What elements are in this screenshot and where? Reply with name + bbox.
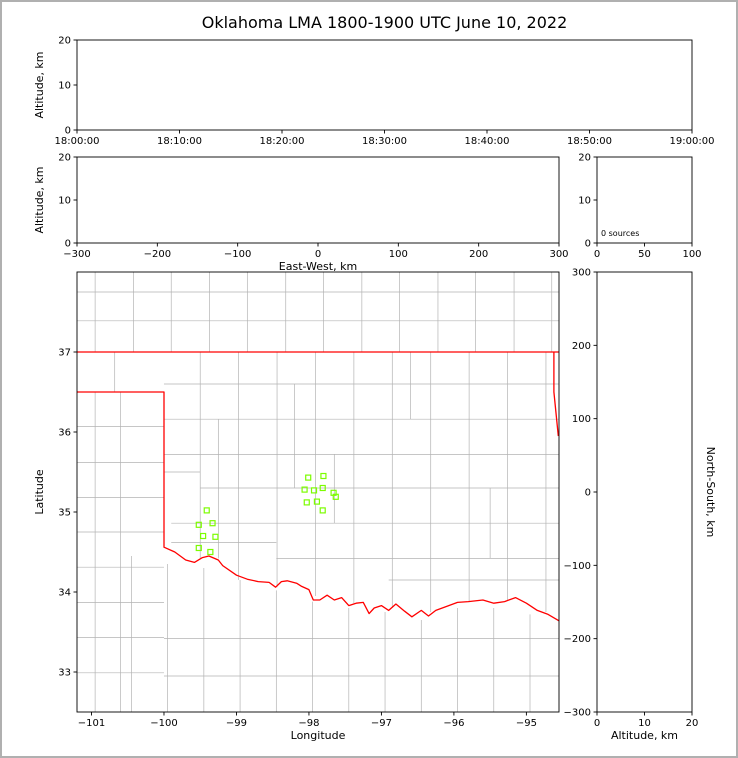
- y-tick-label: 200: [572, 341, 591, 352]
- x-tick-label: 0: [594, 249, 600, 260]
- y-tick-label: 20: [58, 153, 71, 164]
- y-tick-label: 33: [58, 668, 71, 679]
- y-tick-label: 0: [585, 239, 591, 250]
- figure-title: Oklahoma LMA 1800-1900 UTC June 10, 2022: [201, 13, 568, 32]
- lma-stations: [195, 472, 339, 556]
- y-tick-label: 0: [65, 239, 71, 250]
- station-marker: [195, 521, 202, 528]
- station-marker: [212, 533, 219, 540]
- state-border-line: [77, 391, 560, 622]
- station-marker: [319, 507, 326, 514]
- panel-plan-view: −101 −100 −99 −98 −97 −96 −95 33 34 35 36 37 Longitu…: [33, 271, 560, 742]
- y-tick-label: 34: [58, 588, 71, 599]
- x-tick-label: −98: [298, 718, 319, 729]
- x-axis-label: Longitude: [291, 729, 346, 742]
- station-marker: [320, 472, 327, 480]
- y-tick-label: 10: [578, 196, 591, 207]
- station-marker: [310, 487, 318, 494]
- x-tick-label: 0: [594, 718, 600, 729]
- station-marker: [303, 499, 310, 506]
- station-marker: [305, 474, 312, 481]
- x-tick-label: −100: [224, 249, 251, 260]
- x-tick-label: 100: [682, 249, 701, 260]
- x-tick-label: 19:00:00: [670, 136, 715, 147]
- y-tick-label: 10: [58, 81, 71, 92]
- x-tick-label: −95: [516, 718, 537, 729]
- station-marker: [301, 486, 308, 493]
- y-axis-label: Latitude: [33, 469, 46, 515]
- source-count-annotation: 0 sources: [601, 229, 639, 238]
- station-marker: [319, 484, 326, 492]
- y-tick-label: 20: [578, 153, 591, 164]
- x-tick-label: 10: [638, 718, 651, 729]
- y-tick-label: 35: [58, 508, 71, 519]
- county-boundaries: [77, 272, 559, 712]
- y-tick-label: −200: [564, 634, 591, 645]
- y-tick-label: 100: [572, 414, 591, 425]
- y-axis-label: Altitude, km: [33, 51, 46, 118]
- x-axis-label: Altitude, km: [611, 729, 678, 742]
- x-tick-label: 18:10:00: [157, 136, 202, 147]
- station-marker: [207, 548, 214, 556]
- y-tick-label: 0: [65, 126, 71, 137]
- x-tick-label: 18:00:00: [55, 136, 100, 147]
- x-tick-label: −99: [226, 718, 247, 729]
- panel-ew-height: −300 −200 −100 0 100 200 300 0 10 20 East-West, km…: [33, 153, 569, 274]
- x-tick-label: 100: [389, 249, 408, 260]
- y-tick-label: −300: [564, 708, 591, 719]
- x-tick-label: 18:20:00: [260, 136, 305, 147]
- station-marker: [200, 532, 207, 540]
- x-tick-label: 20: [686, 718, 699, 729]
- station-marker: [203, 507, 210, 514]
- x-tick-label: 300: [549, 249, 568, 260]
- y-tick-label: −100: [564, 561, 591, 572]
- x-tick-label: −200: [144, 249, 171, 260]
- x-tick-label: 18:30:00: [362, 136, 407, 147]
- x-tick-label: −100: [150, 718, 177, 729]
- x-tick-label: −97: [371, 718, 392, 729]
- y-tick-label: 10: [58, 196, 71, 207]
- y-tick-label: 0: [585, 488, 591, 499]
- x-tick-label: −300: [63, 249, 90, 260]
- y-tick-label: 36: [58, 428, 71, 439]
- station-marker: [313, 498, 321, 505]
- station-marker: [209, 520, 216, 527]
- panel-alt-histogram: 0 50 100 0 10 20 0 sources: [578, 153, 701, 261]
- y-axis-label: North-South, km: [704, 447, 717, 538]
- x-tick-label: 18:50:00: [567, 136, 612, 147]
- x-tick-label: 50: [638, 249, 651, 260]
- state-border: [77, 351, 560, 622]
- y-tick-label: 20: [58, 36, 71, 47]
- panel-frame: [76, 156, 560, 244]
- panel-frame: [76, 39, 693, 131]
- x-tick-label: 0: [315, 249, 321, 260]
- panel-time-height: 18:00:00 18:10:00 18:20:00 18:30:00 18:40:00…: [33, 36, 714, 148]
- station-marker: [332, 493, 339, 500]
- x-tick-label: −96: [443, 718, 464, 729]
- x-tick-label: −101: [78, 718, 105, 729]
- state-border-line: [553, 352, 559, 437]
- y-axis-label: Altitude, km: [33, 166, 46, 233]
- y-tick-label: 300: [572, 268, 591, 279]
- panel-ns-height: 0 10 20 −300 −200 −100 0 100 200 300 Altitude, km N…: [564, 268, 717, 743]
- x-tick-label: 200: [469, 249, 488, 260]
- station-marker: [195, 544, 202, 552]
- panel-frame: [76, 271, 560, 713]
- panel-frame: [596, 271, 693, 713]
- x-axis-label: East-West, km: [279, 260, 357, 273]
- y-tick-label: 37: [58, 348, 71, 359]
- x-tick-label: 18:40:00: [465, 136, 510, 147]
